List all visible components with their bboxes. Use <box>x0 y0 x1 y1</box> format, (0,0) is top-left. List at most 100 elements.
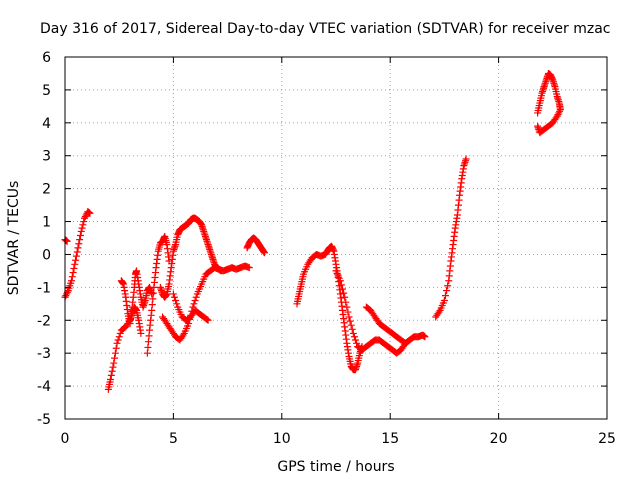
data-point <box>421 333 429 341</box>
chart-title: Day 316 of 2017, Sidereal Day-to-day VTE… <box>40 21 610 37</box>
data-point <box>343 303 351 311</box>
data-point <box>80 218 88 226</box>
data-point <box>116 329 124 337</box>
data-point <box>111 354 119 362</box>
data-point <box>405 337 413 345</box>
data-point <box>203 315 211 323</box>
y-tick-label: -4 <box>37 379 51 395</box>
data-point <box>435 308 443 316</box>
data-point <box>341 293 349 301</box>
data-point <box>77 227 85 235</box>
data-point <box>337 281 345 289</box>
data-point <box>108 367 116 375</box>
data-point <box>173 300 181 308</box>
y-tick-label: 6 <box>42 50 51 66</box>
y-axis-label: SDTVAR / TECUs <box>6 181 22 296</box>
x-tick-label: 0 <box>61 431 70 447</box>
y-tick-label: -1 <box>37 280 51 296</box>
data-point <box>107 371 115 379</box>
data-point <box>73 248 81 256</box>
data-point <box>406 336 414 344</box>
data-point <box>114 336 122 344</box>
data-point <box>349 329 357 337</box>
data-point <box>169 290 177 298</box>
x-axis-label: GPS time / hours <box>277 459 394 475</box>
data-point <box>76 236 84 244</box>
data-point <box>556 107 564 115</box>
data-point <box>346 317 354 325</box>
data-point <box>340 289 348 297</box>
data-point <box>179 331 187 339</box>
y-tick-label: 3 <box>42 149 51 165</box>
data-point <box>68 277 76 285</box>
data-point <box>555 109 563 117</box>
data-point <box>444 282 452 290</box>
data-point <box>534 122 542 130</box>
data-point <box>75 240 83 248</box>
data-point <box>190 300 198 308</box>
data-point <box>69 269 77 277</box>
data-point <box>81 213 89 221</box>
y-tick-label: -2 <box>37 313 51 329</box>
x-tick-label: 20 <box>490 431 508 447</box>
data-point <box>109 363 117 371</box>
data-point <box>112 344 120 352</box>
data-point <box>113 339 121 347</box>
y-tick-label: 0 <box>42 247 51 263</box>
data-point <box>81 214 89 222</box>
data-point <box>191 297 199 305</box>
axis-ticks: 0 5 10 15 20 25 -5 -4 -3 -2 -1 0 1 2 3 4 5 6 <box>37 50 616 447</box>
data-point <box>342 298 350 306</box>
data-point <box>462 155 470 163</box>
data-point <box>350 333 358 341</box>
y-tick-label: 5 <box>42 83 51 99</box>
y-tick-label: 2 <box>42 182 51 198</box>
data-point <box>344 308 352 316</box>
y-tick-label: -5 <box>37 412 51 428</box>
data-point <box>347 321 355 329</box>
data-point <box>110 359 118 367</box>
data-point <box>260 249 268 257</box>
data-point <box>76 232 84 240</box>
plot-frame <box>64 56 608 420</box>
data-point <box>443 287 451 295</box>
data-point <box>63 290 71 298</box>
data-point <box>352 336 360 344</box>
data-point <box>440 297 448 305</box>
data-point <box>345 313 353 321</box>
data-point <box>170 293 178 301</box>
y-tick-label: -3 <box>37 346 51 362</box>
data-point <box>62 292 70 300</box>
data-point <box>79 221 87 229</box>
data-point <box>556 106 564 114</box>
data-point <box>339 285 347 293</box>
data-point <box>68 273 76 281</box>
data-point <box>336 277 344 285</box>
data-point <box>72 252 80 260</box>
data-point <box>107 376 115 384</box>
x-tick-label: 10 <box>273 431 291 447</box>
data-point <box>245 264 253 272</box>
x-tick-label: 25 <box>598 431 616 447</box>
data-point <box>441 292 449 300</box>
data-point <box>115 333 123 341</box>
data-point <box>172 297 180 305</box>
y-tick-label: 4 <box>42 116 51 132</box>
data-point <box>111 349 119 357</box>
data-point <box>148 290 156 298</box>
data-point <box>353 339 361 347</box>
data-point <box>70 264 78 272</box>
grid-lines <box>65 57 607 419</box>
data-point <box>72 256 80 264</box>
data-point <box>71 260 79 268</box>
data-point <box>78 224 86 232</box>
data-point <box>192 293 200 301</box>
data-point <box>348 325 356 333</box>
x-tick-label: 15 <box>381 431 399 447</box>
data-points <box>61 69 564 393</box>
data-point <box>204 316 212 324</box>
y-tick-label: 1 <box>42 215 51 231</box>
data-point <box>137 329 145 337</box>
data-point <box>74 244 82 252</box>
